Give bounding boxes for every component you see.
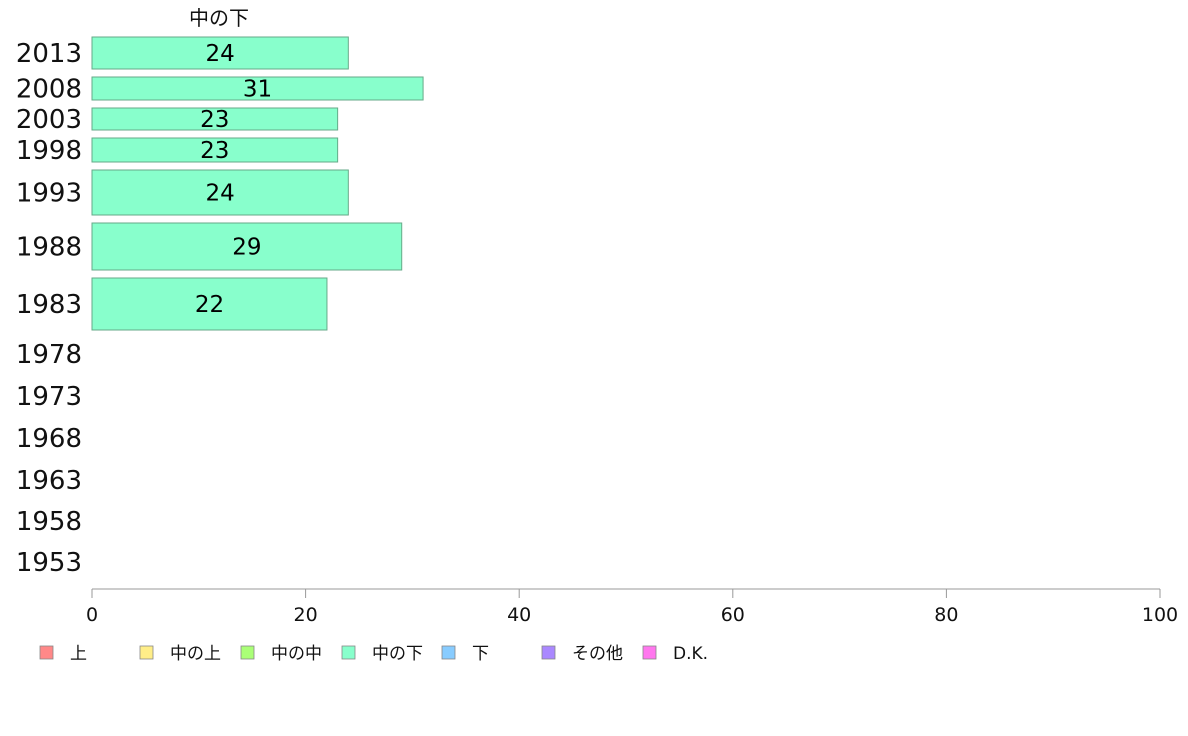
year-label: 1988 (16, 233, 82, 263)
bar (91, 107, 339, 131)
legend-label: D.K. (673, 644, 708, 664)
year-label: 2008 (16, 75, 82, 105)
year-label: 1983 (16, 290, 82, 320)
x-tick-label: 60 (721, 604, 745, 626)
legend-label: 中の上 (170, 644, 221, 664)
legend-swatch (441, 645, 456, 660)
legend-swatch (541, 645, 556, 660)
bar (91, 169, 349, 216)
bar-value-label: 31 (243, 77, 272, 103)
bar (91, 277, 328, 331)
series-title: 中の下 (189, 6, 249, 30)
legend: 上 中の上 中の中 中の下 下 その他 D.K. (39, 644, 708, 664)
year-label: 1968 (16, 424, 82, 454)
x-axis: 0 20 40 60 80 100 (86, 588, 1178, 626)
bar (91, 222, 403, 271)
legend-label: 中の下 (372, 644, 423, 664)
year-label: 2003 (16, 105, 82, 135)
bar (91, 137, 339, 163)
x-tick-label: 20 (294, 604, 318, 626)
year-label: 1963 (16, 466, 82, 496)
bar (91, 76, 424, 101)
year-label: 1993 (16, 179, 82, 209)
x-tick-label: 0 (86, 604, 98, 626)
bar-value-label: 23 (200, 107, 229, 133)
bar-value-label: 29 (232, 235, 261, 261)
legend-label: 下 (472, 644, 489, 664)
bar-value-label: 23 (200, 138, 229, 164)
legend-swatch (642, 645, 657, 660)
x-tick-label: 100 (1142, 604, 1178, 626)
year-label: 1953 (16, 548, 82, 578)
year-label: 1978 (16, 340, 82, 370)
legend-label: その他 (572, 644, 623, 664)
legend-swatch (240, 645, 255, 660)
year-label: 1998 (16, 136, 82, 166)
bar (91, 36, 349, 70)
bar-value-label: 24 (206, 41, 235, 67)
year-label: 2013 (16, 39, 82, 69)
year-label: 1973 (16, 382, 82, 412)
year-label: 1958 (16, 507, 82, 537)
legend-swatch (139, 645, 154, 660)
legend-swatch (39, 645, 54, 660)
bars-group: 24 31 23 23 24 29 22 (91, 36, 424, 331)
legend-swatch (341, 645, 356, 660)
bar-value-label: 22 (195, 292, 224, 318)
x-tick-label: 40 (507, 604, 531, 626)
x-tick-label: 80 (934, 604, 958, 626)
legend-label: 中の中 (271, 644, 322, 664)
bar-value-label: 24 (206, 181, 235, 207)
legend-label: 上 (70, 644, 87, 664)
